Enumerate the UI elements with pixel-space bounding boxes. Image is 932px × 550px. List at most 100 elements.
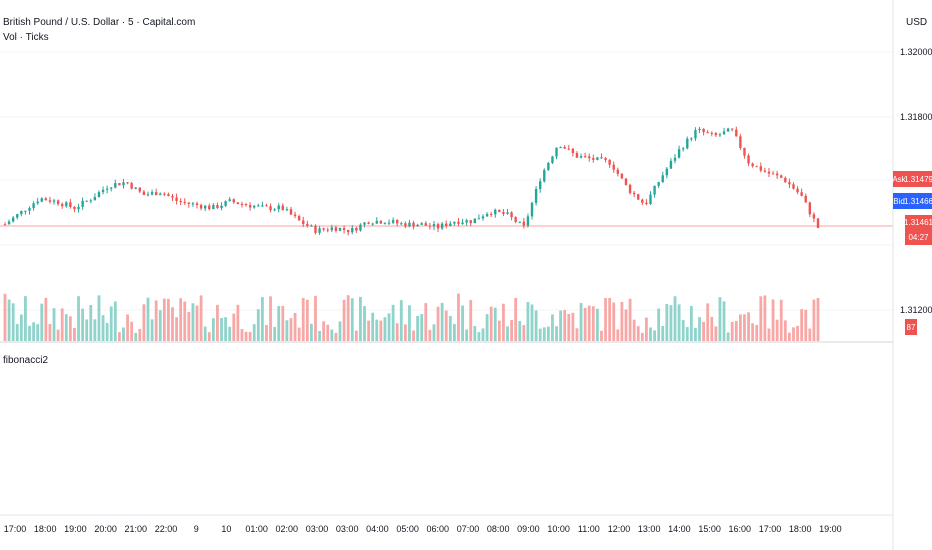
candle-body <box>690 138 693 140</box>
candle-body <box>40 198 43 202</box>
volume-bar <box>738 314 742 341</box>
volume-bar <box>260 297 264 341</box>
volume-bar <box>702 321 706 341</box>
time-tick-label: 04:00 <box>366 524 389 534</box>
volume-bar <box>788 332 791 341</box>
volume-bar <box>310 323 313 341</box>
candles <box>3 126 820 236</box>
volume-bar <box>363 306 366 341</box>
volume-bar <box>211 318 215 341</box>
candle-body <box>97 192 101 198</box>
candle-body <box>592 158 595 160</box>
volume-bar <box>408 305 411 341</box>
time-tick-label: 9 <box>194 524 199 534</box>
candle-body <box>400 223 403 225</box>
candle-body <box>248 205 252 208</box>
last-price-tag: 1.31461 <box>904 215 932 230</box>
volume-bar <box>326 324 330 341</box>
volume-bar <box>85 319 89 341</box>
candle-body <box>293 214 297 217</box>
candle-body <box>702 128 705 133</box>
candle-body <box>506 212 509 214</box>
candle-body <box>649 194 652 204</box>
candle-body <box>302 220 305 225</box>
candle-body <box>424 223 427 226</box>
candle-body <box>755 166 758 168</box>
volume-bar <box>461 305 464 341</box>
volume-bar <box>730 321 734 341</box>
volume-bar <box>669 305 673 341</box>
candle-body <box>273 209 276 211</box>
candle-body <box>212 205 215 210</box>
volume-bar <box>600 330 603 341</box>
volume-bar <box>228 326 232 341</box>
volume-bar <box>342 299 346 341</box>
time-tick-label: 05:00 <box>396 524 419 534</box>
volume-bar <box>714 326 718 341</box>
candle-body <box>171 195 174 198</box>
volume-bar <box>162 298 166 341</box>
volume-bar <box>444 310 448 341</box>
candle-body <box>334 227 338 231</box>
volume-indicator-label[interactable]: Vol · Ticks <box>3 32 49 43</box>
volume-bar <box>436 306 440 341</box>
candle-body <box>7 221 11 225</box>
time-tick-label: 09:00 <box>517 524 540 534</box>
candle-body <box>686 138 689 149</box>
candle-body <box>780 175 783 178</box>
volume-bar <box>171 307 174 341</box>
candle-body <box>122 182 125 186</box>
candle-body <box>477 218 481 220</box>
volume-bar <box>559 310 563 341</box>
volume-bar <box>305 299 309 341</box>
volume-bar <box>354 330 358 341</box>
candle-body <box>134 187 137 189</box>
candle-body <box>784 177 787 183</box>
candle-body <box>261 205 264 207</box>
volume-bar <box>3 293 7 341</box>
candle-body <box>265 205 268 207</box>
candle-body <box>220 205 223 209</box>
candle-body <box>314 225 317 233</box>
volume-bar <box>489 306 493 341</box>
candle-body <box>142 191 146 196</box>
time-tick-label: 15:00 <box>698 524 721 534</box>
time-tick-label: 14:00 <box>668 524 691 534</box>
candle-body <box>359 224 362 231</box>
volume-bar <box>130 321 134 341</box>
candle-body <box>620 173 624 179</box>
candle-body <box>257 205 260 207</box>
volume-bar <box>44 297 48 341</box>
candle-body <box>297 216 301 221</box>
candle-body <box>722 131 726 135</box>
volume-bar <box>755 324 759 341</box>
time-tick-label: 21:00 <box>125 524 148 534</box>
candle-body <box>747 155 750 164</box>
candle-body <box>253 205 256 208</box>
volume-bar <box>751 323 755 341</box>
candle-body <box>788 182 791 185</box>
volume-bar <box>207 332 211 341</box>
candle-body <box>11 217 15 222</box>
symbol-title[interactable]: British Pound / U.S. Dollar · 5 · Capita… <box>3 17 196 28</box>
candle-body <box>391 220 395 223</box>
candle-body <box>485 213 489 217</box>
currency-label[interactable]: USD <box>906 17 928 28</box>
fibonacci-indicator-label[interactable]: fibonacci2 <box>3 355 49 366</box>
candle-body <box>77 206 80 210</box>
volume-bar <box>726 332 730 341</box>
price-tick-label: 1.31800 <box>900 112 932 122</box>
time-tick-label: 17:00 <box>759 524 782 534</box>
candle-body <box>367 222 370 224</box>
candle-body <box>731 128 734 130</box>
volume-bar <box>240 329 244 341</box>
candle-body <box>154 192 158 196</box>
countdown-tag: 04:27 <box>905 230 932 245</box>
candle-body <box>543 169 546 182</box>
candle-body <box>575 153 579 158</box>
candle-body <box>342 227 346 230</box>
volume-bar <box>297 327 301 341</box>
volume-bar <box>424 303 428 341</box>
candle-body <box>767 171 771 174</box>
